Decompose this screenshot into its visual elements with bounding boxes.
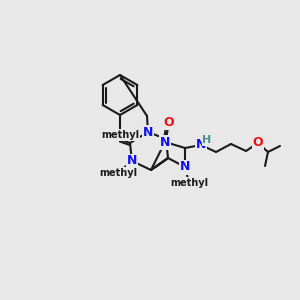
Text: methyl: methyl [101, 130, 139, 140]
Text: N: N [196, 137, 206, 151]
Text: H: H [202, 135, 211, 145]
Text: N: N [160, 136, 170, 148]
Text: N: N [143, 125, 153, 139]
Text: methyl: methyl [170, 178, 208, 188]
Text: N: N [180, 160, 190, 173]
Text: O: O [253, 136, 263, 149]
Text: O: O [164, 116, 174, 128]
Text: O: O [108, 130, 118, 143]
Text: methyl: methyl [99, 168, 137, 178]
Text: N: N [127, 154, 137, 167]
